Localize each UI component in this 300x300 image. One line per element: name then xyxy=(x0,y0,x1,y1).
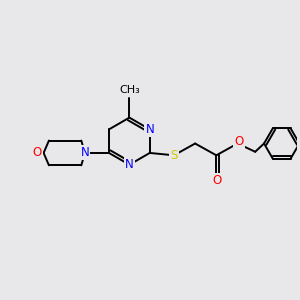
Text: S: S xyxy=(170,149,178,162)
Text: O: O xyxy=(32,146,42,159)
Text: O: O xyxy=(234,135,244,148)
Text: O: O xyxy=(212,174,221,188)
Text: N: N xyxy=(125,158,134,171)
Text: CH₃: CH₃ xyxy=(119,85,140,95)
Text: N: N xyxy=(80,146,89,159)
Text: N: N xyxy=(146,123,154,136)
